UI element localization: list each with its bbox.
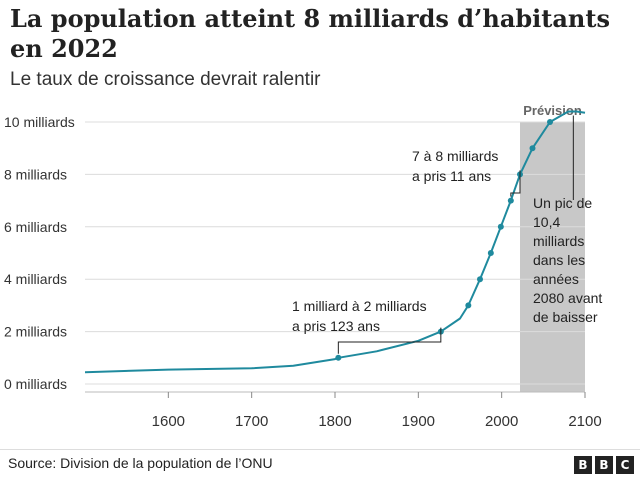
chart-title: La population atteint 8 milliards d’habi… [10, 4, 610, 63]
bbc-logo-letter: B [595, 456, 613, 474]
y-tick-label: 0 milliards [4, 376, 67, 392]
billion-marker [529, 145, 536, 152]
x-tick-label: 1900 [402, 413, 435, 430]
x-tick-label: 1800 [318, 413, 351, 430]
y-tick-label: 8 milliards [4, 166, 67, 182]
y-tick-label: 10 milliards [4, 114, 75, 130]
x-tick-label: 2100 [568, 413, 601, 430]
footer-divider [0, 449, 640, 450]
billion-marker [497, 223, 504, 230]
x-tick-label: 2000 [485, 413, 518, 430]
annotation-text: milliards [533, 233, 584, 249]
annotation-text: dans les [533, 252, 585, 268]
bbc-logo-letter: B [574, 456, 592, 474]
x-tick-label: 1700 [235, 413, 268, 430]
x-tick-label: 1600 [152, 413, 185, 430]
annotation-text: années [533, 271, 579, 287]
billion-marker [477, 276, 483, 283]
annotation-text: 2080 avant [533, 290, 602, 306]
annotation-text: a pris 123 ans [292, 318, 380, 334]
billion-marker [487, 250, 494, 256]
annotation-text: 1 milliard à 2 milliards [292, 298, 427, 314]
y-tick-label: 4 milliards [4, 271, 67, 287]
population-chart: Prévision 0 milliards 2 milliards 4 milliar… [4, 103, 602, 430]
bbc-logo-letter: C [616, 456, 634, 474]
chart-subtitle: Le taux de croissance devrait ralentir [10, 69, 321, 90]
billion-marker [507, 197, 514, 204]
source-note: Source: Division de la population de l’O… [8, 455, 273, 471]
bbc-logo: B B C [574, 456, 634, 474]
annotation-text: Un pic de [533, 195, 592, 211]
annotation-text: a pris 11 ans [412, 168, 491, 184]
annotation-text: de baisser [533, 309, 598, 325]
annotation-bracket [337, 327, 442, 354]
billion-marker [335, 354, 342, 361]
annotation-bracket [510, 170, 521, 197]
y-tick-label: 6 milliards [4, 219, 67, 235]
annotation-text: 7 à 8 milliards [412, 148, 498, 164]
forecast-label: Prévision [523, 103, 582, 118]
forecast-band [520, 122, 585, 392]
y-tick-label: 2 milliards [4, 324, 67, 340]
annotation-text: 10,4 [533, 214, 560, 230]
billion-marker [547, 119, 553, 125]
billion-marker [465, 302, 472, 309]
